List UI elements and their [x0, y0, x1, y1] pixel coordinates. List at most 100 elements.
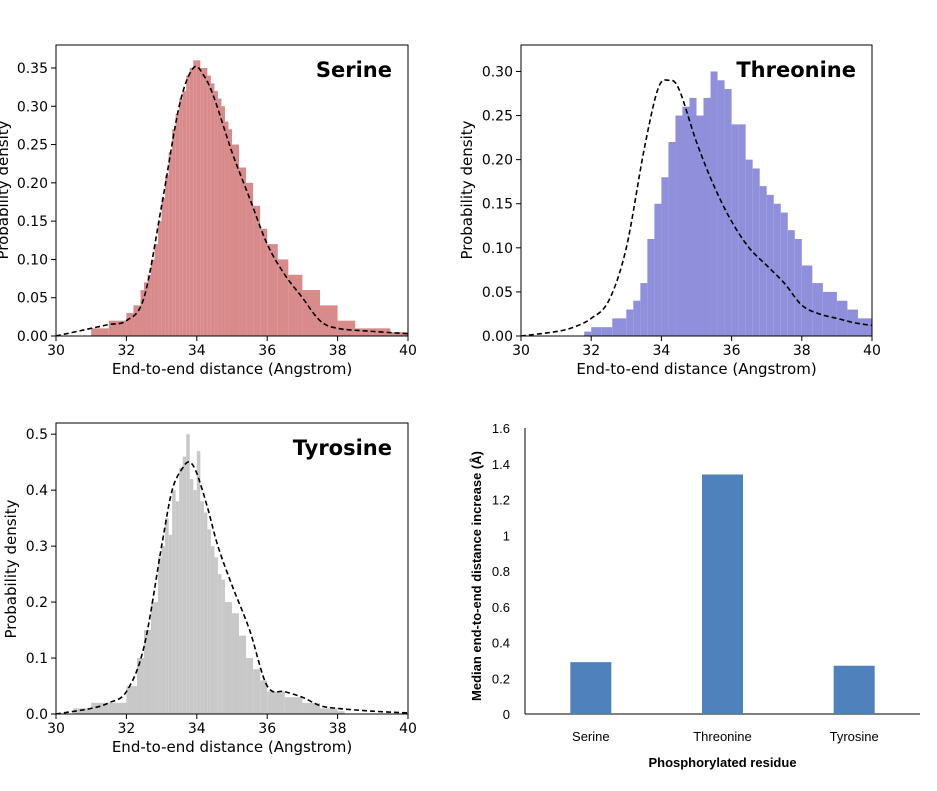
histogram-bar: [675, 115, 683, 336]
histogram-bar: [172, 490, 176, 714]
x-tick-label: 32: [582, 343, 600, 359]
histogram-bar: [253, 669, 261, 714]
x-tick-label: Threonine: [693, 729, 752, 744]
histogram-bar: [787, 230, 795, 336]
y-tick-label: 0.05: [482, 285, 513, 301]
histogram-bar: [801, 265, 813, 336]
histogram-bar: [175, 501, 180, 714]
axes-frame: [55, 44, 409, 337]
histogram-bar: [168, 534, 173, 714]
panel-title: Threonine: [736, 58, 856, 82]
histogram-bar: [224, 121, 229, 336]
x-tick-label: 30: [47, 343, 65, 359]
y-tick-label: 0.10: [482, 241, 513, 257]
histogram-bar: [857, 318, 872, 336]
bar-threonine: [702, 474, 743, 714]
histogram-bar: [168, 152, 173, 336]
histogram-bar: [337, 711, 345, 714]
x-tick-label: 38: [329, 343, 347, 359]
histogram-bar: [682, 106, 690, 336]
y-tick-label: 1.4: [492, 457, 510, 472]
histogram-bar: [766, 194, 774, 336]
histogram-bar: [780, 212, 788, 336]
histogram-bar: [108, 320, 127, 336]
histogram-bar: [277, 259, 289, 336]
histogram-bar: [91, 328, 109, 336]
histogram-bar: [738, 124, 746, 336]
histogram-bar: [232, 613, 240, 714]
histogram-bar: [717, 80, 725, 336]
histogram-bar: [165, 175, 169, 336]
y-tick-label: 1.6: [492, 421, 510, 436]
histogram-bar: [214, 557, 218, 714]
histogram-panel-serine: 30 32 34 36 38 40 0.00 0.05 0.10 0.15 0.20 0.25 0.30…: [0, 44, 417, 378]
density-curve: [521, 79, 872, 336]
histogram-bar: [172, 129, 176, 336]
y-tick-label: 0.0: [26, 707, 48, 723]
y-tick-label: 0.35: [17, 61, 48, 77]
histogram-bar: [320, 708, 338, 714]
y-tick-label: 0.2: [492, 671, 510, 686]
histogram-bar: [207, 75, 211, 336]
histogram-bar: [175, 113, 180, 336]
y-tick-label: 1.2: [492, 493, 510, 508]
bar-tyrosine: [833, 665, 875, 714]
histogram-bar: [217, 574, 222, 714]
histogram-bar: [703, 97, 711, 336]
histogram-bar: [196, 450, 201, 714]
histogram-bar: [612, 318, 627, 336]
histogram-bar: [812, 283, 823, 336]
y-tick-label: 0.8: [492, 564, 510, 579]
histogram-bar: [320, 305, 338, 336]
histogram-bar: [847, 309, 858, 336]
histogram-bar: [267, 244, 278, 336]
histogram-bar: [189, 478, 194, 714]
plot-area-serine: [56, 60, 408, 336]
histogram-bar: [288, 274, 303, 336]
y-tick-label: 0.4: [26, 483, 48, 499]
histogram-bar: [246, 182, 254, 336]
histogram-bar: [773, 203, 781, 336]
y-tick-label: 0.20: [17, 176, 48, 192]
histogram-bar: [179, 98, 183, 336]
y-axis-label: Probability density: [2, 499, 20, 638]
y-tick-label: 0.5: [26, 427, 48, 443]
histogram-bar: [203, 67, 208, 336]
histogram-bar: [200, 501, 204, 714]
x-tick-label: 30: [512, 343, 530, 359]
histogram-bar: [161, 198, 166, 336]
x-tick-label: 38: [329, 721, 347, 737]
histogram-bar: [267, 691, 285, 714]
histogram-bar: [654, 203, 662, 336]
histogram-bar: [752, 168, 760, 336]
histogram-bar: [165, 518, 169, 714]
histogram-bar: [200, 67, 204, 336]
y-tick-label: 0: [503, 707, 510, 722]
histogram-bar: [228, 129, 232, 336]
histogram-bar: [210, 83, 215, 336]
histogram-bar: [221, 579, 225, 714]
y-tick-label: 0.30: [17, 99, 48, 115]
x-axis-label: Phosphorylated residue: [648, 755, 796, 770]
x-tick-label: 36: [258, 343, 276, 359]
histogram-bar: [696, 115, 704, 336]
histogram-bar: [640, 283, 648, 336]
y-tick-label: 0.1: [26, 651, 48, 667]
histogram-bar: [91, 702, 109, 714]
y-tick-label: 0.25: [17, 138, 48, 154]
histogram-bar: [203, 512, 208, 714]
x-tick-label: 40: [863, 343, 881, 359]
histogram-bar: [186, 75, 190, 336]
histogram-bar: [214, 90, 218, 336]
axes-frame: [55, 422, 409, 715]
axes-frame: [520, 44, 873, 337]
histogram-bar: [161, 546, 166, 714]
y-tick-label: 0.3: [26, 539, 48, 555]
y-tick-label: 0.30: [482, 64, 513, 80]
histogram-bar: [302, 290, 320, 336]
histogram-bar: [158, 557, 162, 714]
histogram-bar: [189, 67, 194, 336]
histogram-bar: [221, 106, 225, 336]
plot-area-tyrosine: [56, 434, 408, 714]
histogram-bar: [151, 602, 159, 714]
